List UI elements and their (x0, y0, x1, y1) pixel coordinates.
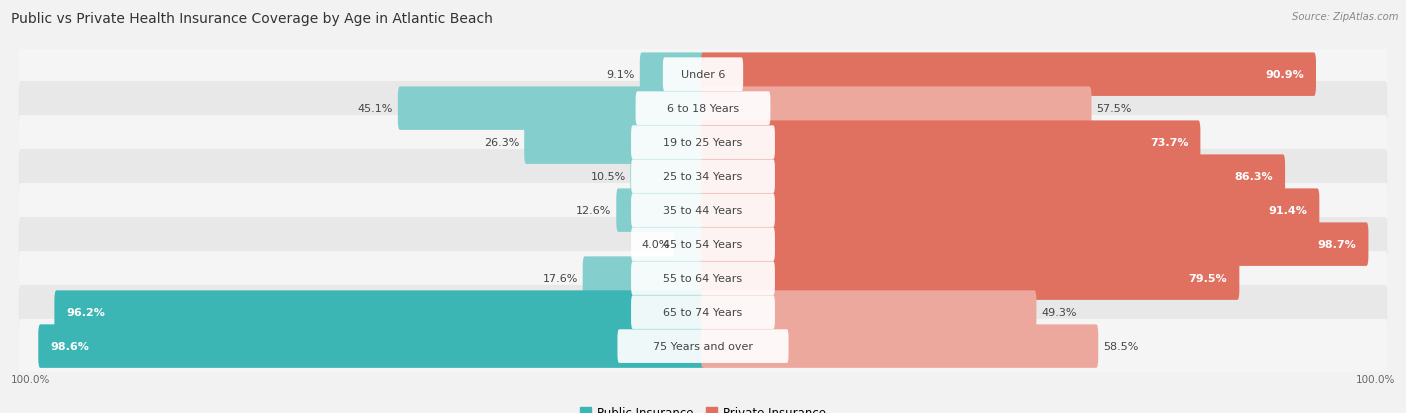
Text: Under 6: Under 6 (681, 70, 725, 80)
Text: 9.1%: 9.1% (607, 70, 636, 80)
FancyBboxPatch shape (673, 223, 704, 266)
Text: Public vs Private Health Insurance Coverage by Age in Atlantic Beach: Public vs Private Health Insurance Cover… (11, 12, 494, 26)
FancyBboxPatch shape (616, 189, 704, 233)
Text: 10.5%: 10.5% (591, 172, 626, 182)
FancyBboxPatch shape (636, 92, 770, 126)
FancyBboxPatch shape (702, 291, 1036, 334)
FancyBboxPatch shape (38, 325, 704, 368)
Text: 98.6%: 98.6% (51, 341, 89, 351)
FancyBboxPatch shape (18, 183, 1388, 238)
Text: 96.2%: 96.2% (66, 307, 105, 317)
FancyBboxPatch shape (18, 82, 1388, 136)
FancyBboxPatch shape (398, 87, 704, 131)
Text: 91.4%: 91.4% (1268, 206, 1308, 216)
Text: 98.7%: 98.7% (1317, 240, 1357, 249)
FancyBboxPatch shape (631, 194, 775, 228)
FancyBboxPatch shape (702, 257, 1239, 300)
FancyBboxPatch shape (18, 116, 1388, 170)
Text: 45.1%: 45.1% (357, 104, 394, 114)
FancyBboxPatch shape (702, 189, 1319, 233)
FancyBboxPatch shape (631, 160, 775, 194)
Text: 45 to 54 Years: 45 to 54 Years (664, 240, 742, 249)
FancyBboxPatch shape (18, 48, 1388, 102)
Text: 79.5%: 79.5% (1188, 273, 1227, 283)
Text: 55 to 64 Years: 55 to 64 Years (664, 273, 742, 283)
FancyBboxPatch shape (18, 217, 1388, 272)
FancyBboxPatch shape (18, 150, 1388, 204)
FancyBboxPatch shape (630, 155, 704, 198)
Text: 86.3%: 86.3% (1234, 172, 1272, 182)
Text: 75 Years and over: 75 Years and over (652, 341, 754, 351)
Text: 12.6%: 12.6% (576, 206, 612, 216)
Text: 4.0%: 4.0% (641, 240, 669, 249)
FancyBboxPatch shape (524, 121, 704, 164)
FancyBboxPatch shape (640, 53, 704, 97)
Text: 58.5%: 58.5% (1102, 341, 1139, 351)
FancyBboxPatch shape (702, 223, 1368, 266)
FancyBboxPatch shape (702, 87, 1091, 131)
Text: 17.6%: 17.6% (543, 273, 578, 283)
FancyBboxPatch shape (631, 228, 775, 261)
Text: 6 to 18 Years: 6 to 18 Years (666, 104, 740, 114)
FancyBboxPatch shape (617, 330, 789, 363)
Text: 49.3%: 49.3% (1040, 307, 1077, 317)
Text: 90.9%: 90.9% (1265, 70, 1303, 80)
Text: 35 to 44 Years: 35 to 44 Years (664, 206, 742, 216)
Text: 19 to 25 Years: 19 to 25 Years (664, 138, 742, 148)
FancyBboxPatch shape (702, 53, 1316, 97)
FancyBboxPatch shape (702, 155, 1285, 198)
FancyBboxPatch shape (582, 257, 704, 300)
Text: 65 to 74 Years: 65 to 74 Years (664, 307, 742, 317)
FancyBboxPatch shape (18, 252, 1388, 306)
Text: Source: ZipAtlas.com: Source: ZipAtlas.com (1292, 12, 1399, 22)
FancyBboxPatch shape (702, 325, 1098, 368)
FancyBboxPatch shape (631, 296, 775, 329)
FancyBboxPatch shape (55, 291, 704, 334)
FancyBboxPatch shape (18, 319, 1388, 373)
Text: 73.7%: 73.7% (1150, 138, 1188, 148)
Text: 25 to 34 Years: 25 to 34 Years (664, 172, 742, 182)
FancyBboxPatch shape (662, 58, 744, 92)
Legend: Public Insurance, Private Insurance: Public Insurance, Private Insurance (575, 401, 831, 413)
Text: 57.5%: 57.5% (1097, 104, 1132, 114)
Text: 26.3%: 26.3% (484, 138, 519, 148)
FancyBboxPatch shape (18, 285, 1388, 339)
FancyBboxPatch shape (631, 262, 775, 295)
FancyBboxPatch shape (702, 121, 1201, 164)
FancyBboxPatch shape (631, 126, 775, 159)
